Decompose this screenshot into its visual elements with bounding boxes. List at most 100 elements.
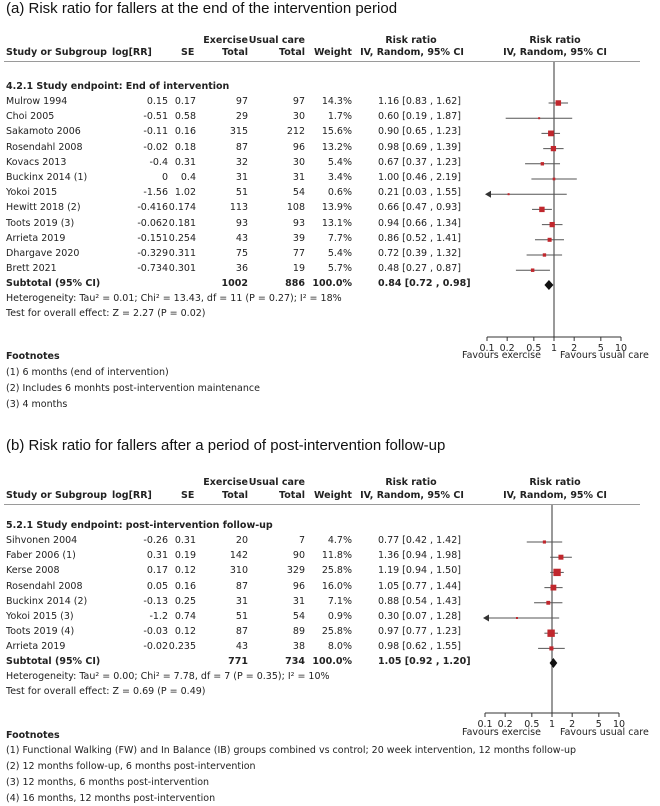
logrr-value: 0.15 bbox=[146, 96, 168, 107]
subtotal-weight: 100.0% bbox=[312, 278, 352, 289]
x-tick-label: 0.5 bbox=[524, 719, 539, 730]
footnote-item: (1) 6 months (end of intervention) bbox=[6, 367, 169, 378]
weight-value: 5.4% bbox=[327, 156, 352, 168]
subtotal-usual: 886 bbox=[285, 278, 305, 289]
effect-marker bbox=[550, 145, 557, 152]
forest-plot: 0.1 0.2 0.5 1 2 5 10 bbox=[479, 62, 627, 354]
effect-marker bbox=[552, 177, 556, 181]
study-name: Rosendahl 2008 bbox=[6, 141, 83, 153]
study-name: Dhargave 2020 bbox=[6, 248, 80, 259]
usual-total: 31 bbox=[292, 172, 305, 183]
footnote-item: (3) 12 months, 6 months post-interventio… bbox=[6, 777, 210, 788]
effect-marker bbox=[550, 584, 557, 591]
logrr-value: -0.03 bbox=[143, 626, 168, 638]
risk-ratio-ci: 1.05 [0.77 , 1.44] bbox=[378, 580, 461, 592]
risk-ratio-ci: 1.19 [0.94 , 1.50] bbox=[378, 565, 461, 577]
se-value: 0.12 bbox=[174, 626, 196, 638]
usual-total: 329 bbox=[286, 565, 305, 577]
effect-marker bbox=[507, 193, 510, 196]
heterogeneity-text: Heterogeneity: Tau² = 0.01; Chi² = 13.43… bbox=[6, 293, 342, 304]
risk-ratio-ci: 0.97 [0.77 , 1.23] bbox=[378, 626, 461, 638]
logrr-value: 0.17 bbox=[146, 565, 168, 577]
study-name: Kerse 2008 bbox=[6, 565, 60, 577]
header-exercise: Exercise bbox=[203, 477, 248, 488]
se-value: 0.58 bbox=[174, 111, 196, 123]
header-rule bbox=[4, 61, 640, 62]
logrr-value: -0.151 bbox=[137, 232, 168, 244]
logrr-value: -1.56 bbox=[143, 187, 168, 199]
weight-value: 16.0% bbox=[321, 580, 352, 592]
usual-total: 30 bbox=[292, 156, 305, 168]
heterogeneity-text: Heterogeneity: Tau² = 0.00; Chi² = 7.78,… bbox=[6, 671, 330, 682]
study-name: Brett 2021 bbox=[6, 263, 57, 275]
exercise-total: 113 bbox=[229, 202, 248, 214]
logrr-value: -0.329 bbox=[137, 248, 168, 259]
x-tick-label: 1 bbox=[549, 719, 555, 730]
effect-marker bbox=[540, 162, 545, 166]
risk-ratio-ci: 0.94 [0.66 , 1.34] bbox=[378, 217, 461, 229]
logrr-value: -0.02 bbox=[143, 141, 168, 153]
usual-total: 31 bbox=[292, 595, 305, 607]
risk-ratio-ci: 0.77 [0.42 , 1.42] bbox=[378, 535, 461, 546]
forest-plot: 0.1 0.2 0.5 1 2 5 10 bbox=[477, 505, 625, 730]
study-name: Kovacs 2013 bbox=[6, 156, 67, 168]
usual-total: 38 bbox=[292, 641, 305, 653]
footnote-item: (2) Includes 6 monhts post-intervention … bbox=[6, 383, 260, 394]
panel-a-title: (a) Risk ratio for fallers at the end of… bbox=[6, 0, 398, 17]
weight-value: 11.8% bbox=[321, 550, 352, 562]
weight-value: 7.7% bbox=[327, 232, 352, 244]
overall-effect-text: Test for overall effect: Z = 0.69 (P = 0… bbox=[6, 686, 206, 697]
weight-value: 15.6% bbox=[321, 126, 352, 138]
study-name: Arrieta 2019 bbox=[6, 232, 66, 244]
exercise-total: 43 bbox=[235, 232, 248, 244]
risk-ratio-ci: 0.88 [0.54 , 1.43] bbox=[378, 595, 461, 607]
usual-total: 19 bbox=[292, 263, 305, 275]
risk-ratio-ci: 0.67 [0.37 , 1.23] bbox=[378, 156, 461, 168]
se-value: 0.25 bbox=[174, 595, 196, 607]
exercise-total: 43 bbox=[235, 641, 248, 653]
x-tick-label: 2 bbox=[571, 343, 577, 354]
weight-value: 0.9% bbox=[327, 611, 352, 622]
header-weight: Weight bbox=[314, 47, 352, 58]
effect-marker bbox=[547, 237, 552, 242]
risk-ratio-ci: 1.00 [0.46 , 2.19] bbox=[378, 172, 461, 183]
x-tick-label: 2 bbox=[569, 719, 575, 730]
weight-value: 4.7% bbox=[327, 535, 352, 546]
footnotes-title: Footnotes bbox=[6, 351, 60, 362]
risk-ratio-ci: 0.72 [0.39 , 1.32] bbox=[378, 248, 461, 259]
logrr-value: -0.734 bbox=[137, 263, 168, 275]
header-study: Study or Subgroup bbox=[6, 490, 107, 501]
usual-total: 96 bbox=[292, 141, 305, 153]
x-tick-label: 1 bbox=[551, 343, 557, 354]
study-name: Sihvonen 2004 bbox=[6, 535, 78, 546]
risk-ratio-ci: 0.98 [0.69 , 1.39] bbox=[378, 141, 461, 153]
se-value: 0.254 bbox=[168, 232, 196, 244]
se-value: 0.301 bbox=[168, 263, 196, 275]
se-value: 0.181 bbox=[168, 217, 196, 229]
header-usual-total: Total bbox=[279, 47, 305, 58]
risk-ratio-ci: 0.86 [0.52 , 1.41] bbox=[378, 232, 461, 244]
x-tick-label: 10 bbox=[615, 343, 627, 354]
risk-ratio-ci: 0.66 [0.47 , 0.93] bbox=[378, 202, 461, 214]
logrr-value: -0.13 bbox=[143, 595, 168, 607]
weight-value: 5.7% bbox=[327, 263, 352, 275]
logrr-value: 0.05 bbox=[146, 580, 168, 592]
logrr-value: -0.11 bbox=[143, 126, 168, 138]
footnote-item: (3) 4 months bbox=[6, 399, 68, 410]
study-name: Rosendahl 2008 bbox=[6, 580, 83, 592]
se-value: 0.17 bbox=[174, 96, 196, 107]
logrr-value: 0 bbox=[161, 172, 168, 183]
effect-marker bbox=[515, 617, 518, 619]
x-tick-label: 0.5 bbox=[526, 343, 541, 354]
risk-ratio-ci: 0.30 [0.07 , 1.28] bbox=[378, 611, 461, 622]
header-study: Study or Subgroup bbox=[6, 47, 107, 58]
logrr-value: -0.416 bbox=[137, 202, 168, 214]
x-tick-label: 10 bbox=[613, 719, 625, 730]
header-logrr: log[RR] bbox=[112, 490, 152, 501]
risk-ratio-ci: 1.36 [0.94 , 1.98] bbox=[378, 550, 461, 562]
effect-marker bbox=[539, 206, 545, 213]
usual-total: 97 bbox=[292, 96, 305, 107]
subtotal-exercise: 771 bbox=[228, 656, 248, 667]
study-name: Yokoi 2015 bbox=[6, 187, 58, 199]
exercise-total: 31 bbox=[235, 172, 248, 183]
